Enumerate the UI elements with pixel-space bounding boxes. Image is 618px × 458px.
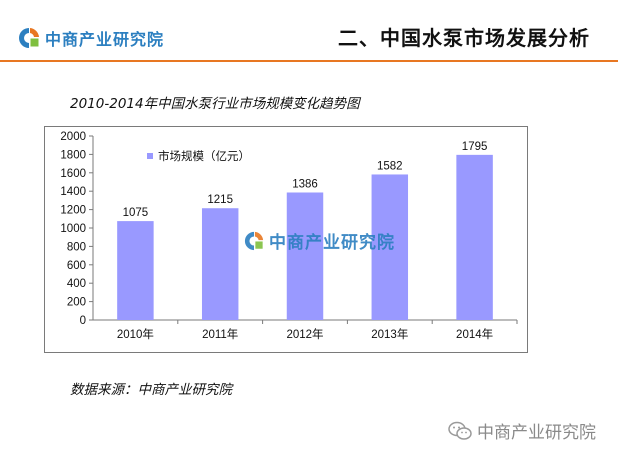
brand-name: 中商产业研究院 bbox=[45, 30, 165, 49]
y-tick-label: 1000 bbox=[60, 223, 86, 235]
bar-value-label: 1215 bbox=[207, 194, 233, 206]
y-tick-label: 2000 bbox=[60, 131, 86, 143]
wechat-icon bbox=[448, 421, 472, 440]
legend-label: 市场规模（亿元） bbox=[158, 149, 250, 163]
chart-watermark: 中商产业研究院 bbox=[244, 228, 395, 253]
bar-value-label: 1075 bbox=[123, 207, 149, 219]
header-divider bbox=[0, 60, 618, 62]
x-tick-label: 2014年 bbox=[456, 327, 493, 341]
y-tick-label: 0 bbox=[80, 315, 86, 327]
bar-value-label: 1582 bbox=[377, 160, 403, 172]
bar bbox=[286, 192, 324, 320]
y-tick-label: 1400 bbox=[60, 186, 86, 198]
page-title: 二、中国水泵市场发展分析 bbox=[338, 26, 590, 50]
y-tick-label: 800 bbox=[67, 241, 86, 253]
watermark-logo-icon bbox=[244, 231, 264, 250]
y-tick-label: 1200 bbox=[60, 205, 86, 217]
brand-logo: 中商产业研究院 bbox=[18, 26, 164, 50]
bar-value-label: 1795 bbox=[462, 141, 488, 153]
bar-chart: 0 200 400 600 800 1000 1200 1400 1600 1800 2000 107… bbox=[60, 131, 518, 341]
x-tick-label: 2011年 bbox=[202, 327, 238, 341]
bar bbox=[371, 174, 409, 320]
y-tick-label: 600 bbox=[67, 260, 86, 272]
x-tick-label: 2012年 bbox=[286, 327, 323, 341]
x-tick-label: 2010年 bbox=[117, 327, 154, 341]
y-tick-label: 400 bbox=[67, 278, 86, 290]
y-tick-label: 1600 bbox=[60, 168, 86, 180]
header: 中商产业研究院 二、中国水泵市场发展分析 bbox=[0, 0, 618, 62]
brand-logo-icon bbox=[19, 28, 39, 48]
bar bbox=[117, 221, 154, 320]
legend-swatch bbox=[147, 153, 153, 159]
y-tick-label: 200 bbox=[67, 297, 86, 309]
bar bbox=[201, 208, 239, 320]
wechat-account-name: 中商产业研究院 bbox=[477, 423, 596, 443]
bar-value-label: 1386 bbox=[292, 178, 318, 190]
y-tick-label: 1800 bbox=[60, 149, 86, 161]
bar bbox=[456, 154, 493, 320]
x-tick-label: 2013年 bbox=[371, 327, 408, 341]
watermark-text: 中商产业研究院 bbox=[269, 233, 395, 253]
chart-title: 2010-2014年中国水泵行业市场规模变化趋势图 bbox=[70, 96, 360, 112]
wechat-footer: 中商产业研究院 bbox=[448, 418, 596, 443]
data-source: 数据来源：中商产业研究院 bbox=[70, 382, 232, 398]
